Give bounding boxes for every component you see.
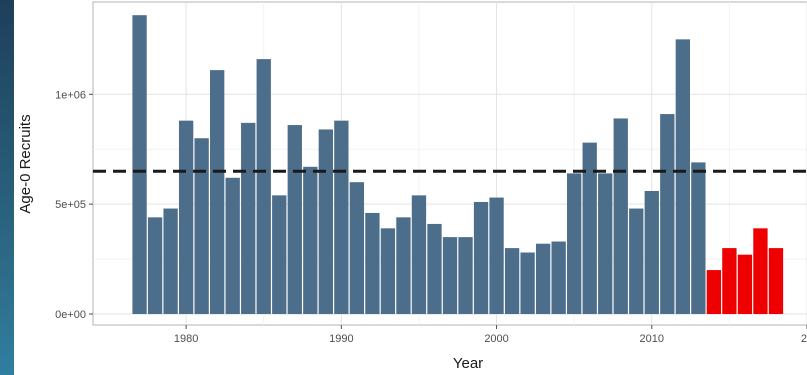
bar [583,143,597,314]
y-tick-label: 0e+00 [55,309,86,321]
bar [489,198,503,314]
bar [536,244,550,314]
x-tick-label: 2010 [640,333,664,345]
bar [381,228,395,314]
bar [396,217,410,314]
bar [241,123,255,314]
bar [629,209,643,314]
x-axis-title: Year [453,355,483,372]
bar [614,118,628,314]
bar [319,129,333,314]
bar [769,248,783,314]
x-tick-label: 1990 [329,333,353,345]
bar [257,59,271,314]
bar [458,237,472,314]
bar [722,248,736,314]
bar [645,191,659,314]
bar [132,15,146,314]
x-tick-label: 2000 [484,333,508,345]
bar [520,252,534,314]
bar [272,195,286,314]
bar [551,242,565,315]
x-tick-label: 20 [801,333,807,345]
y-tick-label: 1e+06 [55,89,86,101]
y-axis-title: Age-0 Recruits [17,114,34,213]
bar [567,173,581,314]
bar [350,182,364,314]
y-tick-label: 5e+05 [55,199,86,211]
bar [505,248,519,314]
bar [194,138,208,314]
bar [365,213,379,314]
bar [163,209,177,314]
bar [427,224,441,314]
bar [474,202,488,314]
x-tick-label: 1980 [174,333,198,345]
bar [226,178,240,314]
bar [148,217,162,314]
bar [738,255,752,314]
bar [676,39,690,314]
bar [210,70,224,314]
bar [660,114,674,314]
bar [691,162,705,314]
bar [753,228,767,314]
bar [707,270,721,314]
bar [334,121,348,314]
bar [443,237,457,314]
bar [598,173,612,314]
bar [288,125,302,314]
bar [303,167,317,314]
bar [179,121,193,314]
bar [412,195,426,314]
